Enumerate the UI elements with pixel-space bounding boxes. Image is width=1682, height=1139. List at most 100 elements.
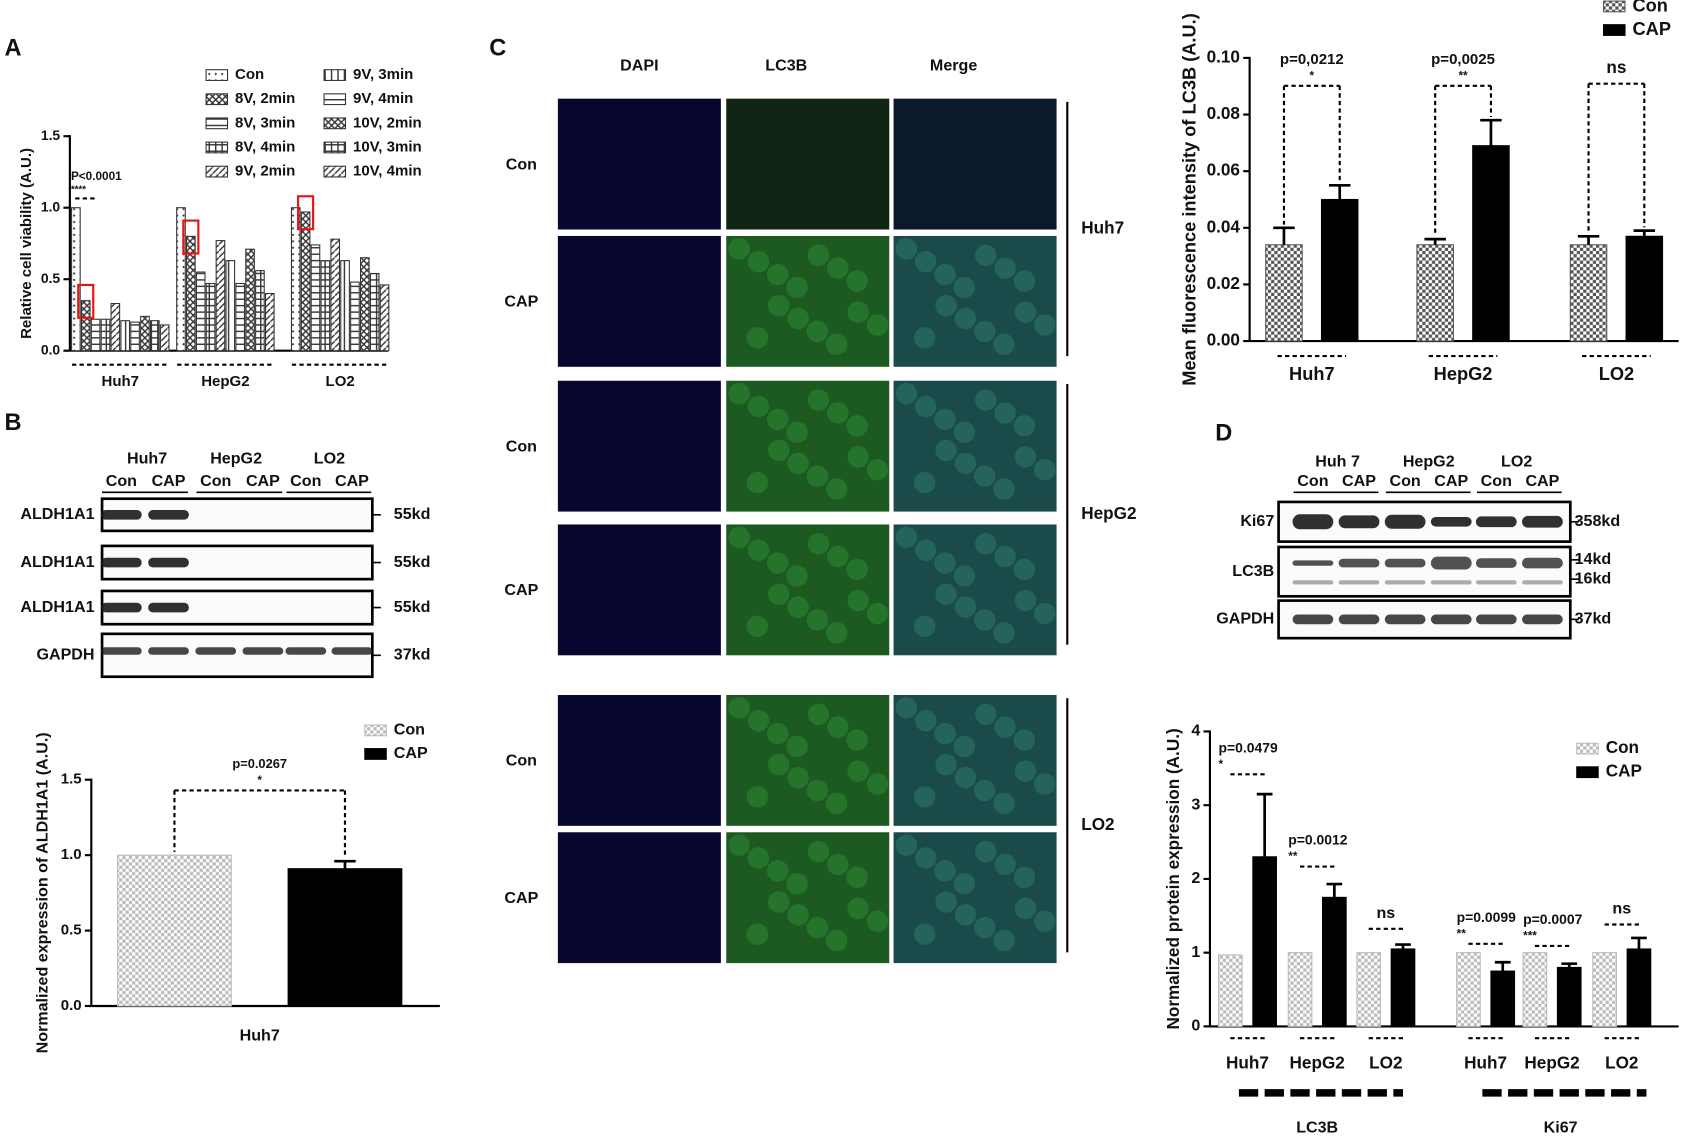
cell <box>1013 270 1036 292</box>
blot-band <box>1430 614 1472 625</box>
cell <box>953 735 976 758</box>
size-label: 16kd <box>1575 569 1612 587</box>
legend-swatch <box>205 165 229 178</box>
column-header: DAPI <box>620 57 658 75</box>
cell <box>993 929 1015 952</box>
bar <box>140 315 150 352</box>
row-label: Con <box>506 752 537 770</box>
error-bar <box>1395 943 1411 949</box>
lane-label: Con <box>1390 472 1421 490</box>
blot-band <box>1292 560 1334 566</box>
error-bar <box>1256 792 1273 857</box>
cell <box>935 294 957 317</box>
blot-band <box>1475 580 1517 585</box>
annotation: ns <box>1612 900 1631 918</box>
blot-band <box>1338 614 1380 625</box>
cell <box>935 439 957 462</box>
cell <box>994 257 1016 279</box>
legend-label: Con <box>1633 0 1668 15</box>
cell <box>1014 589 1037 612</box>
panel-label: C <box>489 35 506 61</box>
blot-row-label: ALDH1A1 <box>20 598 94 616</box>
legend-label: CAP <box>1633 18 1671 39</box>
cell <box>953 421 976 443</box>
blot-band <box>100 557 142 568</box>
cell <box>973 320 996 343</box>
cell <box>866 773 889 795</box>
cell <box>807 244 830 266</box>
blot-row-label: Ki67 <box>1240 512 1274 530</box>
cell <box>747 709 770 732</box>
cell <box>806 609 829 631</box>
blot-band <box>1430 580 1472 585</box>
bar <box>110 302 121 352</box>
lane-group: Huh7 <box>127 449 167 467</box>
highlight-box <box>297 195 315 231</box>
cell <box>747 250 770 273</box>
error-bar <box>1561 962 1578 968</box>
legend-swatch <box>364 748 387 760</box>
cell <box>846 415 868 437</box>
y-tick-label: 1.0 <box>41 198 61 214</box>
cell <box>825 333 848 355</box>
cell <box>787 596 809 618</box>
legend-swatch <box>1603 0 1626 13</box>
group-label: LC3B <box>1296 1119 1338 1137</box>
bar <box>1626 948 1652 1027</box>
lane-label: Con <box>1297 472 1328 490</box>
bar <box>71 207 81 352</box>
y-tick-label: 2 <box>1191 869 1200 887</box>
cell <box>973 465 996 487</box>
group-label: Ki67 <box>1544 1119 1578 1137</box>
blot-band <box>1430 516 1472 527</box>
cell <box>915 709 937 732</box>
annotation: p=0,0212 <box>1280 51 1344 68</box>
bar <box>245 248 255 352</box>
cell <box>847 446 869 468</box>
legend-label: CAP <box>394 744 428 762</box>
cell <box>786 735 808 758</box>
cell <box>993 792 1015 815</box>
y-tick-label: 4 <box>1191 722 1200 740</box>
cell <box>746 327 769 349</box>
x-tick-label: Huh7 <box>102 373 139 390</box>
cell <box>1034 459 1056 481</box>
cell <box>847 760 869 782</box>
cell <box>766 860 789 882</box>
cell <box>913 923 936 945</box>
blot-band <box>1430 556 1472 570</box>
row-label: CAP <box>504 581 538 599</box>
cell <box>786 565 808 587</box>
cell <box>954 452 977 475</box>
cell <box>847 897 869 920</box>
error-bar <box>1577 234 1600 245</box>
size-label: 37kd <box>394 646 431 664</box>
blot-band <box>331 647 373 655</box>
cell <box>827 716 849 738</box>
cell <box>954 596 977 618</box>
cell <box>768 583 790 605</box>
blot-band <box>1522 580 1563 585</box>
lane-label: CAP <box>335 472 369 490</box>
bar <box>1456 952 1481 1027</box>
cell <box>786 276 808 299</box>
blot-frame <box>1277 545 1572 598</box>
group-label: Huh7 <box>1081 218 1124 238</box>
lane-group: HepG2 <box>1403 452 1455 470</box>
cell <box>746 786 769 808</box>
bar <box>1390 948 1416 1027</box>
bar <box>1217 954 1243 1027</box>
size-label: 55kd <box>394 553 431 571</box>
legend-swatch <box>323 117 347 130</box>
x-tick-label: Huh7 <box>1289 363 1335 384</box>
bar <box>1556 966 1582 1027</box>
cell <box>895 238 918 260</box>
bar <box>1322 896 1347 1027</box>
cell <box>934 263 956 286</box>
blot-frame <box>100 544 374 581</box>
y-tick-label: 0.02 <box>1207 273 1240 293</box>
legend-label: 9V, 2min <box>235 163 295 180</box>
blot-band <box>1384 580 1426 585</box>
blot-band <box>242 647 284 655</box>
cell <box>954 904 977 926</box>
